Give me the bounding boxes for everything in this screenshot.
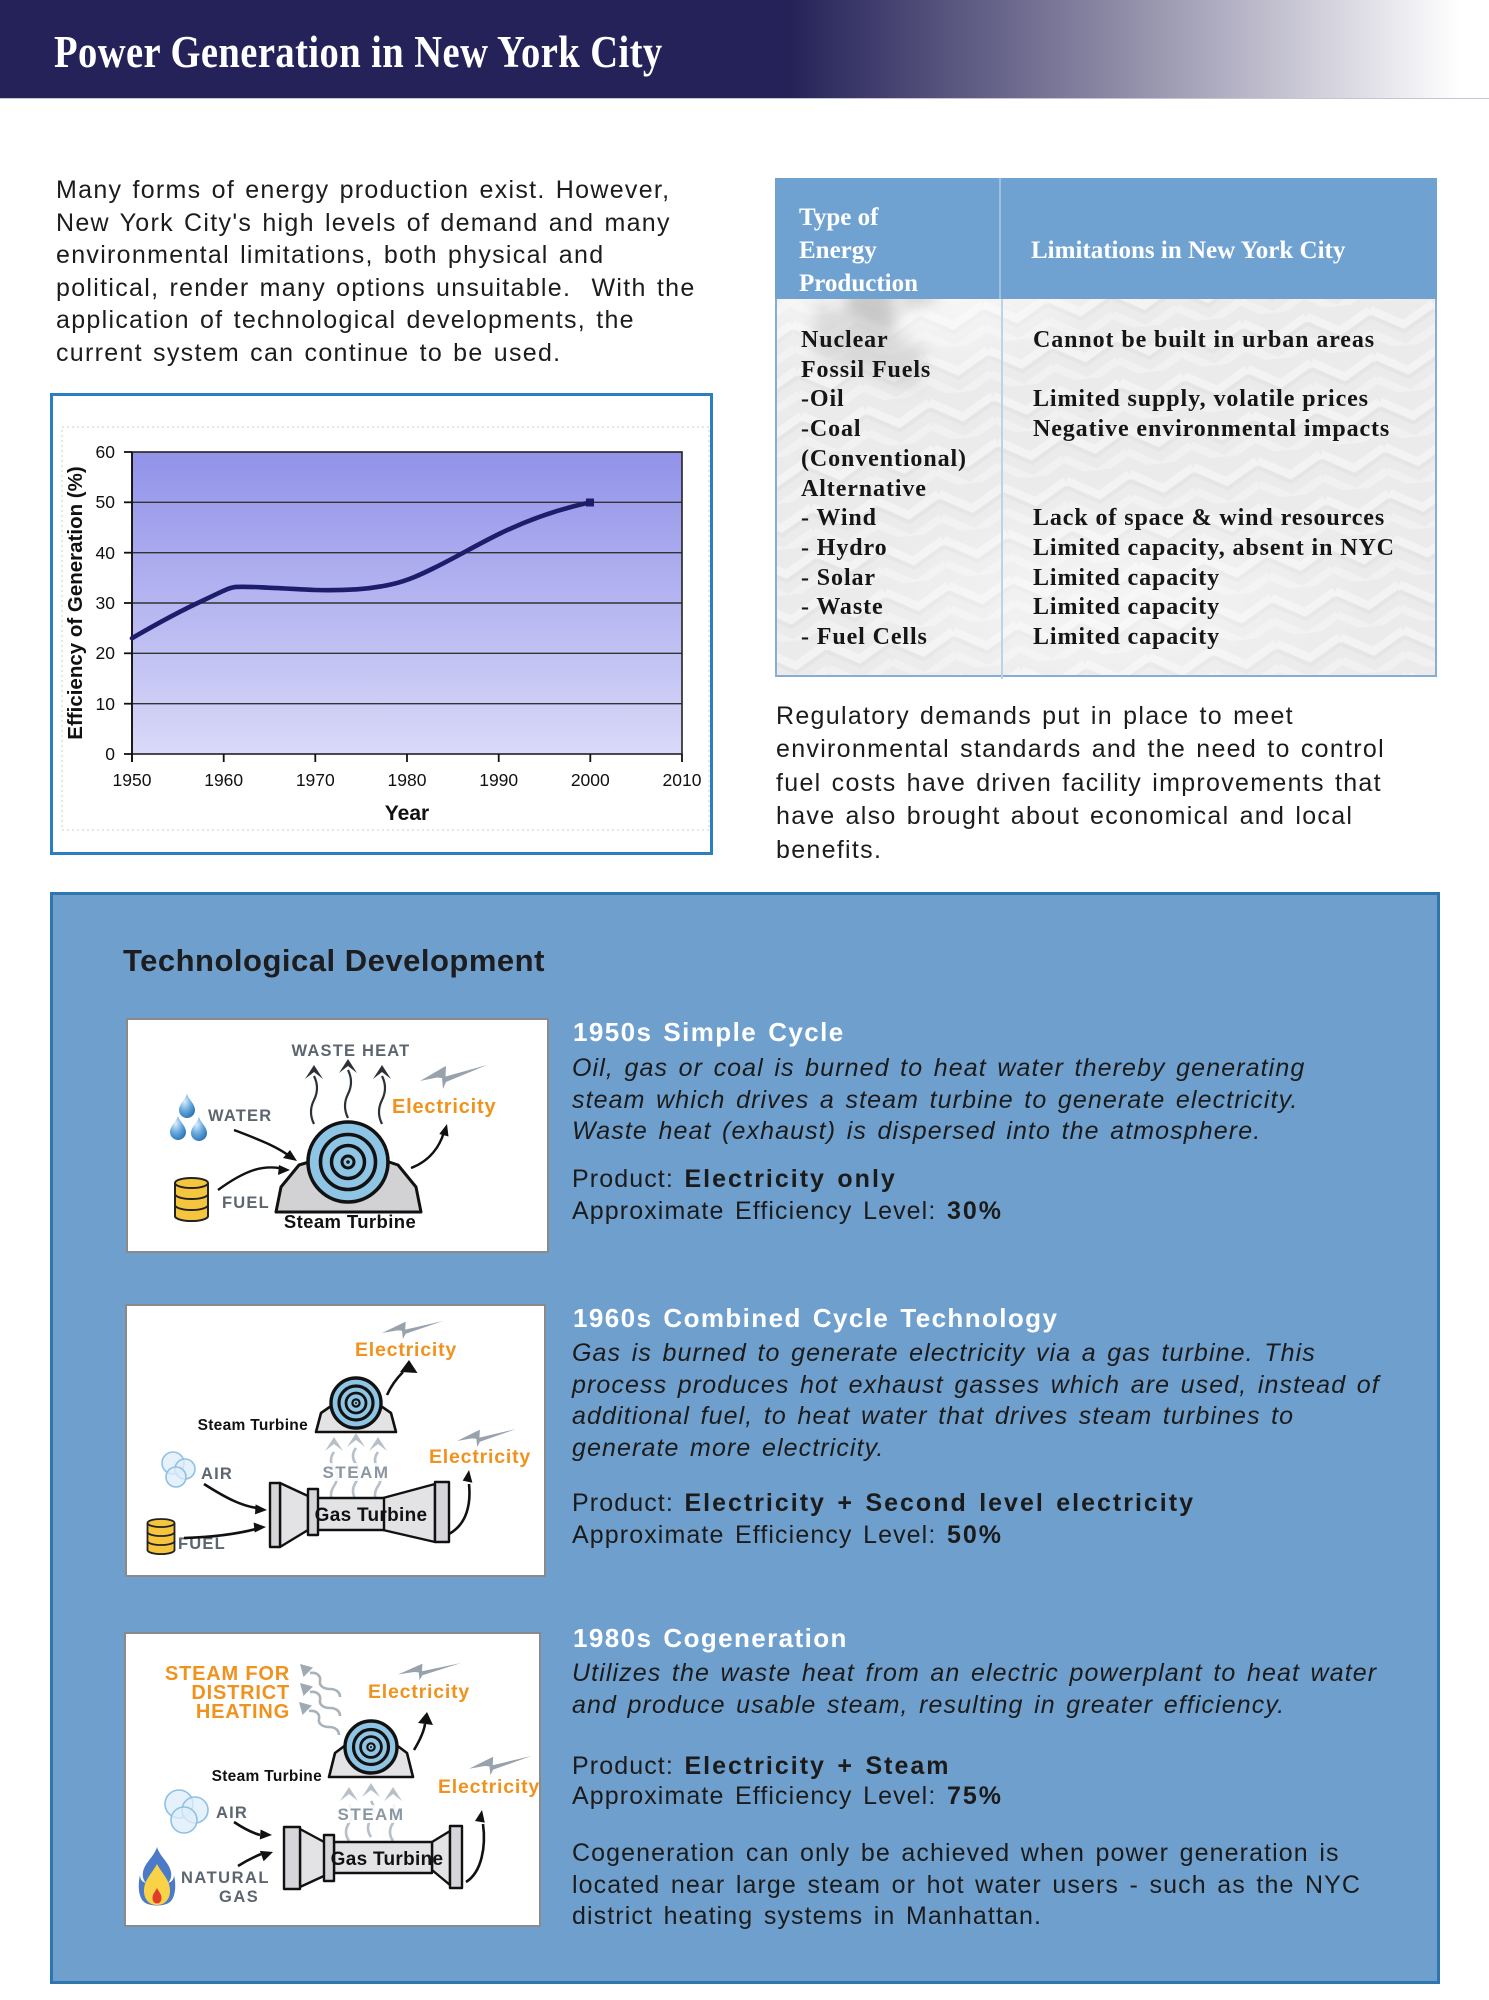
- svg-text:FUEL: FUEL: [178, 1535, 226, 1553]
- svg-text:1990: 1990: [479, 770, 518, 790]
- svg-text:DISTRICT: DISTRICT: [191, 1682, 290, 1704]
- svg-text:AIR: AIR: [201, 1465, 233, 1483]
- svg-text:NATURAL: NATURAL: [181, 1869, 270, 1887]
- svg-text:Electricity: Electricity: [429, 1446, 531, 1468]
- svg-text:Year: Year: [385, 802, 429, 825]
- svg-text:Electricity: Electricity: [438, 1776, 539, 1798]
- svg-text:WASTE HEAT: WASTE HEAT: [292, 1042, 411, 1060]
- svg-text:50: 50: [96, 492, 116, 512]
- svg-text:STEAM: STEAM: [323, 1463, 390, 1482]
- svg-text:AIR: AIR: [216, 1804, 248, 1822]
- svg-text:Steam Turbine: Steam Turbine: [198, 1417, 308, 1434]
- svg-text:HEATING: HEATING: [196, 1701, 290, 1723]
- svg-text:60: 60: [96, 442, 116, 462]
- svg-text:Electricity: Electricity: [368, 1681, 470, 1703]
- svg-text:1950: 1950: [113, 770, 152, 790]
- svg-text:1980: 1980: [388, 770, 427, 790]
- svg-text:STEAM FOR: STEAM FOR: [165, 1663, 290, 1685]
- svg-text:10: 10: [96, 694, 116, 714]
- svg-text:2010: 2010: [663, 770, 702, 790]
- svg-text:WATER: WATER: [208, 1107, 272, 1125]
- svg-text:2000: 2000: [571, 770, 610, 790]
- svg-text:Electricity: Electricity: [392, 1096, 496, 1118]
- svg-text:0: 0: [105, 744, 115, 764]
- svg-text:GAS: GAS: [219, 1888, 259, 1906]
- svg-text:Efficiency of Generation (%): Efficiency of Generation (%): [64, 466, 87, 739]
- svg-text:Gas Turbine: Gas Turbine: [315, 1505, 428, 1526]
- svg-text:30: 30: [96, 593, 116, 613]
- svg-text:Electricity: Electricity: [355, 1339, 457, 1361]
- svg-text:20: 20: [96, 643, 116, 663]
- svg-text:FUEL: FUEL: [222, 1194, 270, 1212]
- svg-text:Gas Turbine: Gas Turbine: [331, 1849, 444, 1870]
- svg-text:STEAM: STEAM: [338, 1805, 405, 1824]
- svg-text:1970: 1970: [296, 770, 335, 790]
- svg-text:1960: 1960: [204, 770, 243, 790]
- svg-text:Steam Turbine: Steam Turbine: [284, 1211, 416, 1232]
- svg-text:Steam Turbine: Steam Turbine: [212, 1768, 322, 1785]
- svg-text:40: 40: [96, 543, 116, 563]
